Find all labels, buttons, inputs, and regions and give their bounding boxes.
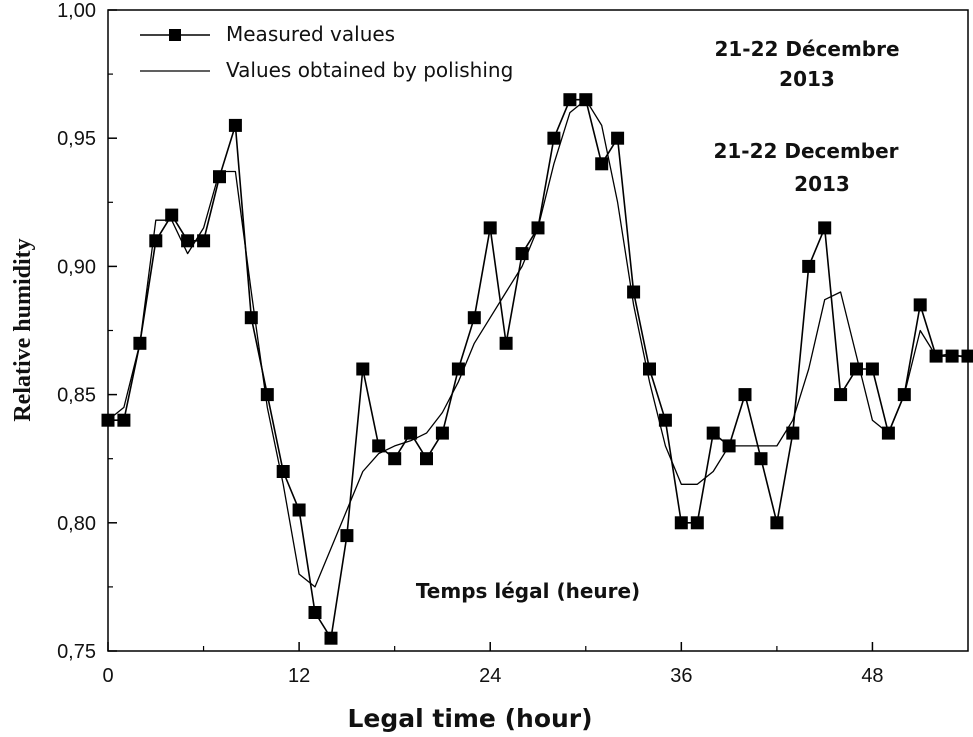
date-annotation-fr-line1: 21-22 Décembre <box>714 37 899 61</box>
measured-point <box>643 362 656 376</box>
x-tick-label: 24 <box>479 665 501 687</box>
measured-point <box>674 516 688 530</box>
measured-point <box>244 311 258 325</box>
measured-point <box>133 336 147 350</box>
measured-point <box>101 413 115 427</box>
x-tick-label: 0 <box>102 665 113 687</box>
measured-point <box>722 439 736 453</box>
measured-point <box>308 606 322 619</box>
measured-point <box>483 221 497 235</box>
measured-point <box>292 503 306 517</box>
x-axis-title: Legal time (hour) <box>347 704 592 733</box>
y-tick-label: 0,90 <box>57 256 96 278</box>
measured-point <box>770 516 784 530</box>
measured-point <box>627 285 641 299</box>
measured-point <box>579 93 593 107</box>
ticks-layer: 0,75 0,80 0,85 0,90 0,95 1,00 0 12 24 36 48 <box>57 0 884 687</box>
measured-point <box>897 388 911 402</box>
measured-point <box>802 259 816 273</box>
measured-point <box>228 118 242 132</box>
measured-point <box>213 170 226 184</box>
y-axis-title: Relative humidity <box>10 238 36 421</box>
measured-point <box>547 131 561 145</box>
measured-point <box>595 157 609 171</box>
x-tick-label: 36 <box>670 665 692 687</box>
measured-point <box>834 388 848 402</box>
measured-point <box>929 349 943 363</box>
measured-point <box>388 452 402 466</box>
measured-point <box>420 452 433 466</box>
legend-measured-label: Measured values <box>226 22 395 46</box>
measured-point <box>197 234 211 248</box>
y-tick-label: 0,95 <box>57 128 96 150</box>
measured-point <box>611 131 625 145</box>
measured-point <box>435 426 449 440</box>
measured-point <box>356 362 370 376</box>
measured-point <box>467 311 481 325</box>
y-tick-label: 0,80 <box>57 513 96 535</box>
measured-point <box>754 452 768 466</box>
measured-point <box>149 234 163 248</box>
measured-point <box>706 426 720 440</box>
measured-point <box>961 349 973 363</box>
plot-frame <box>107 9 969 652</box>
legend: Measured values Values obtained by polis… <box>140 22 513 82</box>
measured-point <box>818 221 832 235</box>
legend-measured-marker <box>169 29 181 41</box>
series-layer <box>101 93 973 645</box>
measured-point <box>690 516 704 530</box>
date-annotation-fr-line2: 2013 <box>779 67 835 91</box>
measured-point <box>499 336 513 350</box>
xlabel-french: Temps légal (heure) <box>416 579 640 603</box>
axes-layer <box>107 9 969 652</box>
measured-point <box>372 439 386 453</box>
measured-point <box>324 631 338 645</box>
measured-point <box>945 349 959 363</box>
measured-point <box>865 362 879 376</box>
measured-point <box>515 247 529 261</box>
measured-point <box>786 426 800 440</box>
x-tick-label: 12 <box>288 665 310 687</box>
measured-point <box>276 465 290 478</box>
y-tick-label: 0,75 <box>57 641 96 663</box>
y-tick-label: 0,85 <box>57 385 96 407</box>
measured-point <box>850 362 863 376</box>
measured-point <box>340 529 354 543</box>
measured-point <box>913 298 927 312</box>
x-tick-label: 48 <box>861 665 883 687</box>
date-annotation-en-line1: 21-22 December <box>713 139 898 163</box>
measured-point <box>165 208 179 222</box>
measured-point <box>181 234 195 248</box>
measured-point <box>404 426 418 440</box>
legend-polished-label: Values obtained by polishing <box>226 58 513 82</box>
measured-point <box>658 413 672 427</box>
measured-point <box>563 93 577 107</box>
measured-point <box>881 426 895 440</box>
measured-point <box>531 221 545 235</box>
measured-point <box>738 388 752 402</box>
measured-point <box>451 362 465 376</box>
date-annotation-en-line2: 2013 <box>794 172 850 196</box>
measured-point <box>117 413 131 427</box>
y-tick-label: 1,00 <box>57 0 96 22</box>
measured-point <box>260 388 274 402</box>
